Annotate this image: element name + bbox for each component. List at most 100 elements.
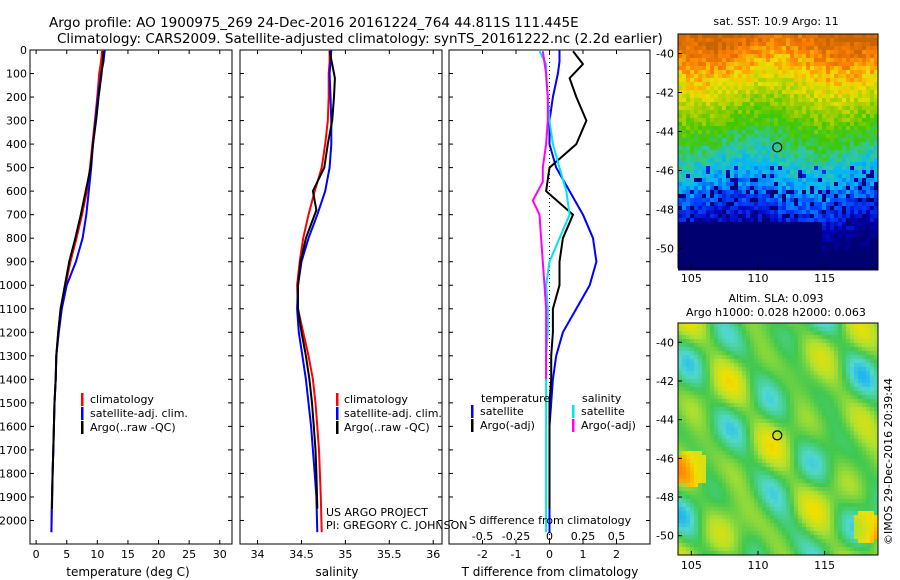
map-cell bbox=[738, 415, 743, 420]
map-cell bbox=[762, 431, 767, 436]
map-cell bbox=[706, 419, 711, 424]
map-cell bbox=[786, 343, 791, 348]
map-cell bbox=[814, 174, 819, 179]
map-cell bbox=[746, 391, 751, 396]
map-cell bbox=[722, 218, 727, 223]
map-cell bbox=[774, 74, 779, 79]
map-cell bbox=[850, 323, 855, 328]
map-cell bbox=[774, 407, 779, 412]
map-cell bbox=[814, 423, 819, 428]
map-cell bbox=[754, 379, 759, 384]
map-cell bbox=[746, 423, 751, 428]
lon-tick-label: 105 bbox=[681, 272, 702, 285]
map-cell bbox=[678, 411, 683, 416]
map-cell bbox=[862, 174, 867, 179]
map-cell bbox=[790, 218, 795, 223]
map-cell bbox=[794, 419, 799, 424]
map-cell bbox=[774, 218, 779, 223]
map-cell bbox=[778, 118, 783, 123]
map-cell bbox=[678, 399, 683, 404]
map-cell bbox=[858, 230, 863, 235]
map-cell bbox=[694, 431, 699, 436]
map-cell bbox=[706, 375, 711, 380]
map-cell bbox=[850, 443, 855, 448]
map-cell bbox=[710, 170, 715, 175]
map-cell bbox=[834, 391, 839, 396]
map-cell bbox=[762, 54, 767, 59]
map-cell bbox=[826, 90, 831, 95]
map-cell bbox=[846, 206, 851, 211]
map-cell bbox=[718, 138, 723, 143]
x-tick-label: 34.5 bbox=[289, 548, 314, 561]
map-cell bbox=[762, 415, 767, 420]
map-cell bbox=[794, 238, 799, 243]
map-cell bbox=[798, 459, 803, 464]
map-cell bbox=[682, 46, 687, 51]
map-cell bbox=[858, 134, 863, 139]
map-cell bbox=[826, 86, 831, 91]
map-cell bbox=[870, 403, 875, 408]
map-cell bbox=[822, 170, 827, 175]
map-cell bbox=[726, 86, 731, 91]
map-cell bbox=[730, 447, 735, 452]
map-cell bbox=[858, 399, 863, 404]
map-cell bbox=[786, 407, 791, 412]
map-cell bbox=[826, 70, 831, 75]
map-cell bbox=[794, 218, 799, 223]
map-cell bbox=[806, 254, 811, 259]
map-cell bbox=[790, 435, 795, 440]
map-cell bbox=[718, 443, 723, 448]
map-cell bbox=[770, 323, 775, 328]
map-cell bbox=[750, 331, 755, 336]
map-cell bbox=[794, 54, 799, 59]
map-cell bbox=[810, 246, 815, 251]
map-cell bbox=[854, 218, 859, 223]
map-cell bbox=[754, 62, 759, 67]
map-cell bbox=[830, 198, 835, 203]
map-cell bbox=[866, 114, 871, 119]
map-cell bbox=[750, 419, 755, 424]
map-cell bbox=[830, 106, 835, 111]
map-cell bbox=[762, 202, 767, 207]
map-cell bbox=[742, 182, 747, 187]
map-cell bbox=[730, 327, 735, 332]
map-cell bbox=[826, 78, 831, 83]
map-cell bbox=[838, 82, 843, 87]
map-cell bbox=[870, 166, 875, 171]
map-cell bbox=[762, 62, 767, 67]
map-cell bbox=[846, 331, 851, 336]
map-cell bbox=[866, 218, 871, 223]
map-cell bbox=[742, 210, 747, 215]
map-cell bbox=[830, 62, 835, 67]
map-cell bbox=[854, 419, 859, 424]
map-cell bbox=[826, 94, 831, 99]
map-cell bbox=[854, 174, 859, 179]
map-cell bbox=[746, 90, 751, 95]
map-cell bbox=[730, 70, 735, 75]
map-cell bbox=[850, 50, 855, 55]
map-cell bbox=[786, 142, 791, 147]
map-cell bbox=[790, 66, 795, 71]
map-cell bbox=[810, 323, 815, 328]
map-cell bbox=[806, 339, 811, 344]
map-cell bbox=[838, 150, 843, 155]
map-cell bbox=[874, 246, 879, 251]
map-cell bbox=[870, 74, 875, 79]
map-cell bbox=[686, 194, 691, 199]
map-cell bbox=[798, 194, 803, 199]
map-cell bbox=[866, 391, 871, 396]
map-cell bbox=[734, 78, 739, 83]
map-cell bbox=[838, 331, 843, 336]
map-cell bbox=[834, 423, 839, 428]
map-cell bbox=[834, 323, 839, 328]
map-cell bbox=[806, 178, 811, 183]
map-cell bbox=[858, 102, 863, 107]
map-cell bbox=[874, 82, 879, 87]
map-cell bbox=[870, 262, 875, 267]
map-cell bbox=[758, 258, 763, 263]
map-cell bbox=[798, 407, 803, 412]
map-cell bbox=[794, 138, 799, 143]
map-cell bbox=[754, 250, 759, 255]
map-cell bbox=[818, 54, 823, 59]
map-cell bbox=[810, 114, 815, 119]
